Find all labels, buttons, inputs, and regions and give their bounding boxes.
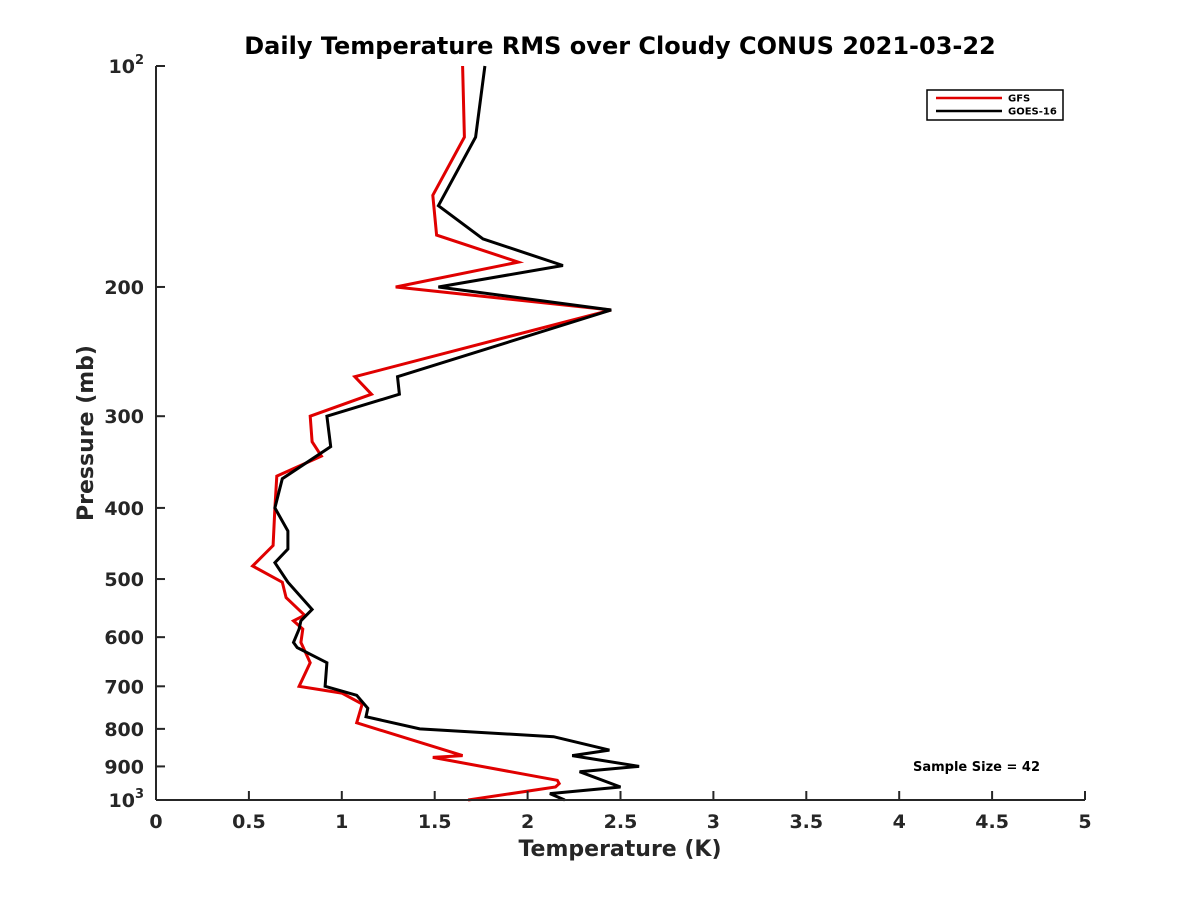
y-tick-label: 200 <box>104 277 144 299</box>
legend-label-gfs: GFS <box>1008 94 1030 105</box>
y-tick-label: 102 <box>109 53 145 78</box>
series-line-gfs <box>250 65 612 802</box>
legend-label-goes16: GOES-16 <box>1008 107 1057 118</box>
x-tick-label: 2.5 <box>604 811 638 833</box>
axes-layer: 0 0.5 1 1.5 2 2.5 3 3.5 4 4.5 5 102 200 300 400 500 600 7… <box>104 53 1091 833</box>
y-tick-label: 700 <box>104 676 144 698</box>
x-tick-label: 0.5 <box>232 811 266 833</box>
x-tick-label: 4 <box>893 811 906 833</box>
x-tick-label: 5 <box>1078 811 1091 833</box>
x-tick-label: 4.5 <box>975 811 1009 833</box>
x-tick-label: 1 <box>335 811 348 833</box>
y-tick-label: 300 <box>104 406 144 428</box>
y-tick-label: 103 <box>109 787 145 812</box>
sample-size-annotation: Sample Size = 42 <box>913 760 1040 775</box>
y-tick-label: 500 <box>104 569 144 591</box>
x-tick-label: 3 <box>707 811 720 833</box>
x-tick-label: 1.5 <box>418 811 452 833</box>
x-tick-label: 0 <box>149 811 162 833</box>
legend[interactable]: GFS GOES-16 <box>926 89 1064 121</box>
x-tick-label: 3.5 <box>789 811 823 833</box>
y-axis-label: Pressure (mb) <box>74 345 99 521</box>
x-tick-label: 2 <box>521 811 534 833</box>
chart-title: Daily Temperature RMS over Cloudy CONUS … <box>244 32 996 60</box>
y-tick-label: 600 <box>104 627 144 649</box>
x-axis-label: Temperature (K) <box>518 837 721 862</box>
series-line-goes16 <box>272 65 640 802</box>
series-layer <box>250 65 640 802</box>
y-tick-label: 900 <box>104 756 144 778</box>
y-tick-label: 800 <box>104 719 144 741</box>
legend-box <box>926 89 1064 121</box>
y-tick-label: 400 <box>104 498 144 520</box>
